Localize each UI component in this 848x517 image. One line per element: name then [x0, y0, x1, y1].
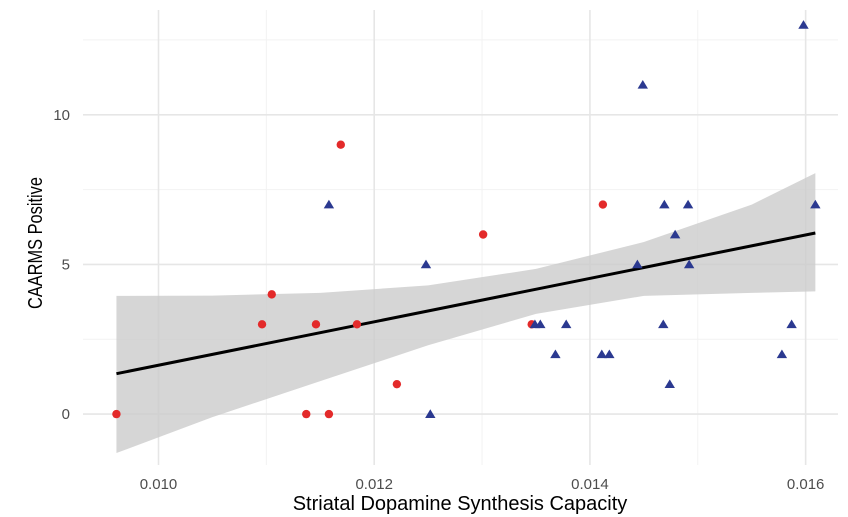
- data-point-triangle: [669, 229, 681, 239]
- data-point-triangle: [604, 349, 615, 359]
- data-point-triangle: [658, 319, 669, 329]
- data-point-circle: [302, 409, 311, 419]
- data-point-triangle: [659, 199, 670, 209]
- data-point-triangle: [776, 349, 788, 359]
- data-point-circle: [598, 200, 608, 209]
- x-tick-label: 0.010: [140, 476, 178, 493]
- data-point-circle: [257, 320, 267, 329]
- data-point-triangle: [683, 259, 695, 269]
- data-point-triangle: [682, 199, 694, 209]
- y-tick-labels: 0 5 10: [53, 107, 70, 423]
- y-axis-title: CAARMS Positive: [23, 177, 46, 309]
- x-tick-label: 0.014: [571, 476, 609, 493]
- data-point-circle: [324, 409, 334, 419]
- data-point-circle: [311, 320, 321, 329]
- points-layer: [112, 20, 821, 419]
- data-point-triangle: [798, 20, 809, 29]
- data-point-triangle: [637, 80, 648, 89]
- data-point-triangle: [810, 199, 821, 209]
- x-axis-title: Striatal Dopamine Synthesis Capacity: [293, 493, 628, 515]
- data-point-triangle: [596, 349, 607, 359]
- confidence-band: [116, 173, 816, 454]
- data-point-triangle: [425, 409, 436, 418]
- data-point-circle: [392, 379, 402, 389]
- y-tick-label: 10: [53, 107, 70, 124]
- data-point-triangle: [561, 319, 572, 329]
- data-point-circle: [112, 409, 121, 419]
- data-point-circle: [478, 230, 488, 239]
- data-point-circle: [336, 140, 345, 149]
- data-point-triangle: [535, 319, 546, 329]
- regression-line: [116, 231, 816, 376]
- data-point-triangle: [550, 349, 561, 359]
- data-point-circle: [352, 320, 362, 329]
- data-point-circle: [267, 290, 276, 299]
- y-tick-label: 0: [62, 406, 70, 423]
- y-tick-label: 5: [62, 256, 70, 273]
- data-point-triangle: [420, 259, 432, 269]
- data-point-triangle: [664, 379, 675, 389]
- data-point-triangle: [632, 259, 643, 269]
- confidence-band-layer: [116, 173, 816, 454]
- fit-line-layer: [116, 231, 816, 376]
- data-point-triangle: [323, 199, 335, 209]
- x-tick-label: 0.012: [355, 476, 393, 493]
- x-tick-label: 0.016: [787, 476, 825, 493]
- data-point-triangle: [786, 319, 797, 329]
- x-tick-labels: 0.010 0.012 0.014 0.016: [140, 476, 825, 493]
